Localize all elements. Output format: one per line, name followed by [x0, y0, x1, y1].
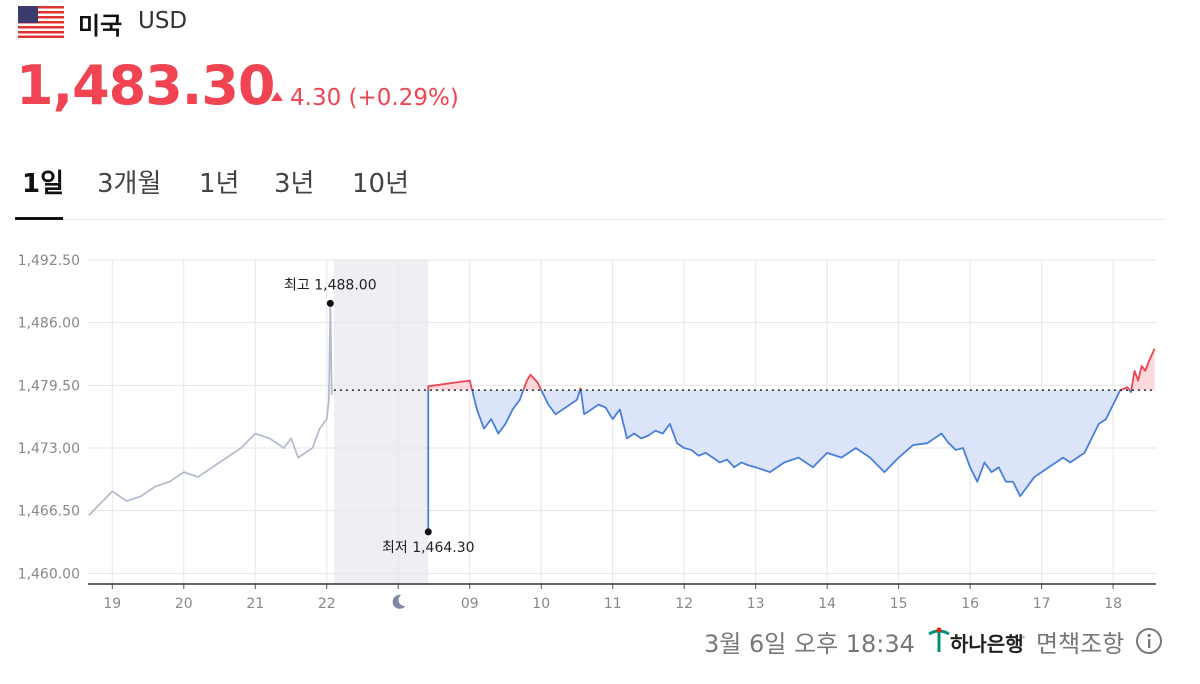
- flag: [18, 6, 64, 38]
- change: 4.30 (+0.29%): [290, 85, 459, 111]
- divider: [15, 219, 1165, 220]
- annotation-dot: [424, 528, 432, 536]
- bank-logo: [928, 627, 950, 652]
- y-tick-label: 1,479.50: [18, 378, 80, 394]
- tab[interactable]: 1일: [22, 169, 65, 199]
- x-tick-label: 14: [818, 596, 836, 612]
- x-tick-label: 16: [961, 596, 979, 612]
- tab[interactable]: 1년: [199, 169, 240, 199]
- country: 미국: [78, 12, 123, 40]
- x-tick-label: 20: [175, 596, 193, 612]
- annotation-label: 최저 1,464.30: [382, 540, 475, 556]
- up-arrow: [271, 92, 283, 101]
- annotation-label: 최고 1,488.00: [284, 277, 377, 293]
- y-tick-label: 1,473.00: [18, 441, 80, 457]
- bank: 하나은행: [950, 632, 1024, 656]
- y-tick-label: 1,466.50: [18, 504, 80, 520]
- x-tick-label: 19: [103, 596, 121, 612]
- y-tick-label: 1,486.00: [18, 316, 80, 332]
- x-tick-label: 17: [1033, 596, 1051, 612]
- x-tick-label: 22: [318, 596, 336, 612]
- separator: ·: [1020, 626, 1027, 651]
- y-tick-label: 1,492.50: [18, 253, 80, 269]
- tab[interactable]: 3개월: [97, 169, 162, 199]
- area: [428, 348, 1155, 532]
- tab[interactable]: 3년: [274, 169, 315, 199]
- disclaimer[interactable]: 면책조항: [1036, 630, 1125, 658]
- x-tick-label: 21: [246, 596, 264, 612]
- tab-underline: [15, 217, 63, 220]
- x-tick-label: 18: [1104, 596, 1122, 612]
- line: [88, 302, 333, 517]
- y-tick-label: 1,460.00: [18, 566, 80, 582]
- x-tick-label: 11: [604, 596, 622, 612]
- x-tick-label: 10: [532, 596, 550, 612]
- timestamp: 3월 6일 오후 18:34: [704, 630, 915, 658]
- price: 1,483.30: [16, 54, 275, 117]
- night-icon: [392, 594, 406, 609]
- line: [427, 348, 1156, 532]
- x-tick-label: 13: [747, 596, 765, 612]
- tab[interactable]: 10년: [352, 169, 410, 199]
- chart: 1,460.00 1,466.50 1,473.00 1,479.50 1,486.00…: [18, 253, 1156, 612]
- currency: USD: [138, 8, 188, 34]
- annotation-dot: [326, 299, 334, 307]
- info-icon[interactable]: [1135, 627, 1163, 655]
- x-tick-label: 09: [461, 596, 479, 612]
- closed-band: [333, 260, 429, 585]
- x-tick-label: 15: [890, 596, 908, 612]
- x-tick-label: 12: [675, 596, 693, 612]
